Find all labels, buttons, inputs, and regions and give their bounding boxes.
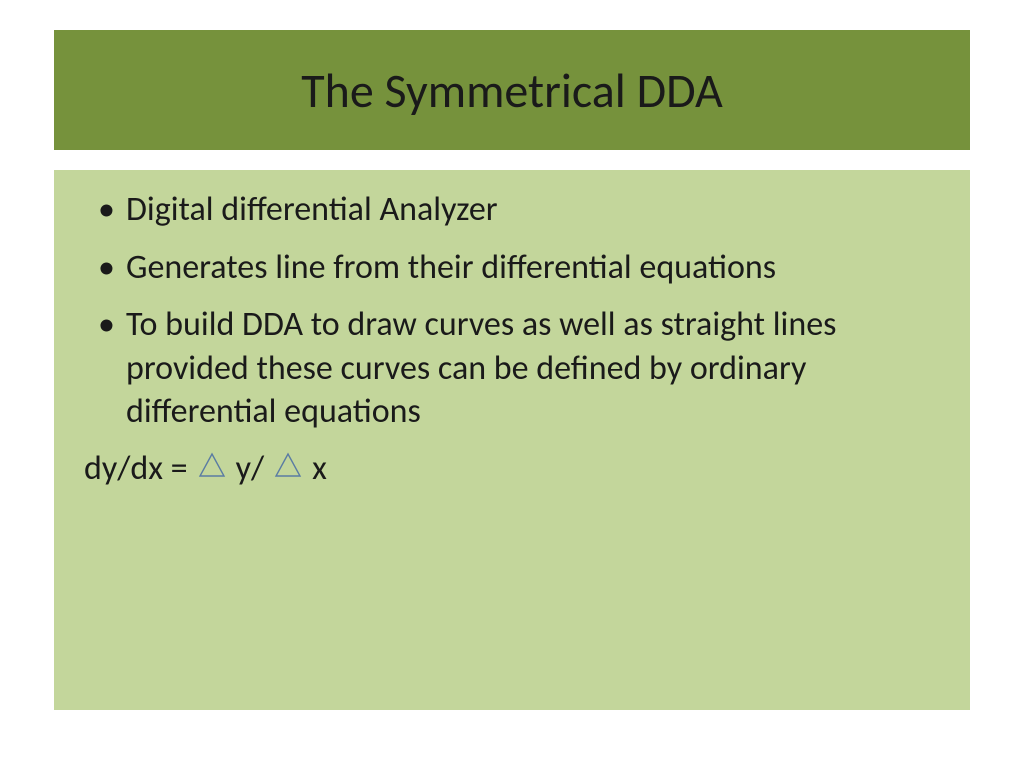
- body-content: Digital differential Analyzer Generates …: [54, 170, 970, 710]
- delta-icon: [198, 448, 226, 489]
- equation-mid2: x: [312, 448, 327, 489]
- slide: The Symmetrical DDA Digital differential…: [0, 0, 1024, 768]
- equation-mid1: y/: [236, 448, 265, 489]
- equation: dy/dx = y/ x: [84, 448, 940, 489]
- slide-title: The Symmetrical DDA: [301, 61, 723, 120]
- bullet-item: Generates line from their differential e…: [84, 246, 940, 290]
- title-band: The Symmetrical DDA: [54, 30, 970, 150]
- equation-prefix: dy/dx =: [84, 448, 188, 489]
- bullet-item: To build DDA to draw curves as well as s…: [84, 303, 940, 434]
- bullet-item: Digital differential Analyzer: [84, 188, 940, 232]
- delta-icon: [274, 448, 302, 489]
- bullet-list: Digital differential Analyzer Generates …: [84, 188, 940, 434]
